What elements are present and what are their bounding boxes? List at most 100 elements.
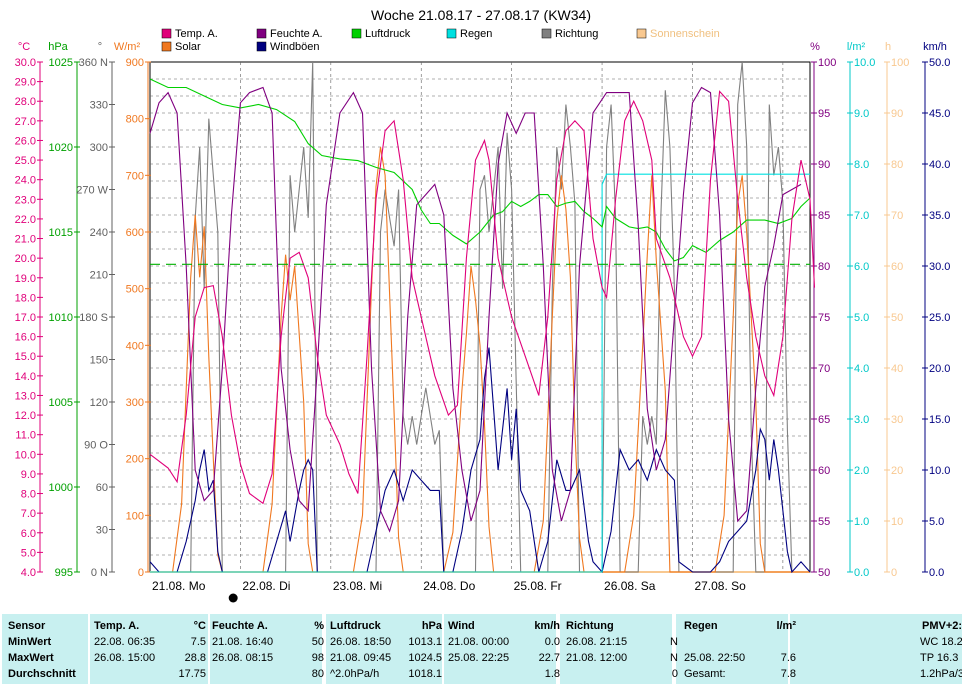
table-min-time-3: 26.08. 18:50 (330, 636, 392, 648)
sunshine-axis-tick-label: 10 (891, 516, 903, 528)
series-richtung (150, 61, 810, 573)
table-header-2: Feuchte A. (212, 620, 268, 632)
table-max-value-6: 7.6 (780, 652, 796, 664)
left-axis-unit-0: °C (18, 41, 30, 53)
legend-swatch-6 (541, 28, 552, 39)
humidity-axis-tick-label: 90 (818, 159, 830, 171)
table-cell-bg (326, 614, 442, 684)
table-header-3: Luftdruck (330, 620, 381, 632)
table-header-pmv: PMV+2: (922, 620, 962, 632)
wind-axis-tick-label: 30.0 (929, 261, 950, 273)
wind-axis-tick-label: 5.0 (929, 516, 944, 528)
temp-axis-tick-label: 25.0 (15, 155, 36, 167)
humidity-axis-tick-label: 95 (818, 108, 830, 120)
table-row-label: Durchschnitt (8, 668, 76, 680)
rain-axis-tick-label: 3.0 (854, 414, 869, 426)
temp-axis-tick-label: 5.0 (21, 547, 36, 559)
rain-axis-tick-label: 4.0 (854, 363, 869, 375)
table-min-time-1: 22.08. 06:35 (94, 636, 156, 648)
table-header-5: Richtung (566, 620, 614, 632)
temp-axis-tick-label: 23.0 (15, 194, 36, 206)
pressure-axis-tick-label: 995 (55, 567, 73, 579)
table-cell-bg (676, 614, 788, 684)
table-cell-bg (90, 614, 208, 684)
direction-axis-tick-label: 150 (90, 355, 108, 367)
table-pmv-value: WC 18.2 (920, 636, 962, 648)
temp-axis-tick-label: 17.0 (15, 312, 36, 324)
table-row-label: MaxWert (8, 652, 54, 664)
x-label-5: 26.08. Sa (604, 579, 656, 593)
moon-phase-icon (228, 593, 238, 603)
legend: Temp. A.Solar Feuchte A.Windböen Luftdruck… (161, 28, 720, 53)
rain-axis-tick-label: 10.0 (854, 57, 875, 69)
sunshine-axis-tick-label: 0 (891, 567, 897, 579)
series-lines (149, 61, 816, 574)
table-min-value-4: 0.0 (544, 636, 560, 648)
table-unit-1: °C (193, 620, 206, 632)
pressure-axis-tick-label: 1025 (49, 57, 73, 69)
table-avg-value-2: 80 (311, 668, 324, 680)
left-axis-unit-1: hPa (48, 41, 68, 53)
left-axes: 30.0 29.0 28.0 27.0 26.0 25.0 24.0 23.0 22.0 21.0… (15, 57, 151, 579)
table-min-time-5: 26.08. 21:15 (566, 636, 628, 648)
legend-swatch-5 (446, 28, 457, 39)
table-header-4: Wind (448, 620, 475, 632)
sunshine-axis-tick-label: 30 (891, 414, 903, 426)
x-label-1: 22.08. Di (242, 579, 290, 593)
sunshine-axis-tick-label: 80 (891, 159, 903, 171)
direction-axis-tick-label: 330 (90, 100, 108, 112)
wind-axis-tick-label: 10.0 (929, 465, 950, 477)
rain-axis-tick-label: 2.0 (854, 465, 869, 477)
humidity-axis-tick-label: 75 (818, 312, 830, 324)
legend-label-3: Windböen (270, 41, 320, 53)
direction-axis-tick-label: 60 (96, 482, 108, 494)
table-cell-bg (444, 614, 556, 684)
temp-axis-tick-label: 6.0 (21, 528, 36, 540)
legend-label-2: Feuchte A. (270, 28, 323, 40)
sunshine-axis-tick-label: 70 (891, 210, 903, 222)
table-max-time-1: 26.08. 15:00 (94, 652, 156, 664)
x-label-3: 24.08. Do (423, 579, 475, 593)
direction-axis-tick-label: 30 (96, 525, 108, 537)
legend-swatch-7 (636, 28, 647, 39)
solar-axis-tick-label: 400 (126, 340, 144, 352)
series-luftdruck (149, 78, 811, 262)
left-axis-unit-3: W/m² (114, 41, 141, 53)
legend-swatch-0 (161, 28, 172, 39)
solar-axis-tick-label: 900 (126, 57, 144, 69)
solar-axis-tick-label: 100 (126, 510, 144, 522)
wind-axis-tick-label: 45.0 (929, 108, 950, 120)
table-avg-value-5: 0 (671, 668, 678, 680)
legend-label-7: Sonnenschein (650, 28, 720, 40)
sunshine-axis-tick-label: 90 (891, 108, 903, 120)
right-axes: 1009590858075706560555010.09.08.07.06.05… (811, 57, 950, 579)
table-unit-6: l/m² (776, 620, 796, 632)
sunshine-axis-tick-label: 50 (891, 312, 903, 324)
sunshine-axis-tick-label: 100 (891, 57, 909, 69)
temp-axis-tick-label: 24.0 (15, 175, 36, 187)
temp-axis-tick-label: 14.0 (15, 371, 36, 383)
solar-axis-tick-label: 0 (138, 567, 144, 579)
table-cell-bg (560, 614, 672, 684)
solar-axis-tick-label: 200 (126, 454, 144, 466)
temp-axis-tick-label: 9.0 (21, 469, 36, 481)
series-regen (150, 173, 810, 573)
humidity-axis-tick-label: 60 (818, 465, 830, 477)
wind-axis-tick-label: 15.0 (929, 414, 950, 426)
temp-axis-tick-label: 15.0 (15, 351, 36, 363)
legend-label-5: Regen (460, 28, 492, 40)
series-temp-a- (149, 90, 816, 505)
humidity-axis-tick-label: 65 (818, 414, 830, 426)
table-max-time-4: 25.08. 22:25 (448, 652, 510, 664)
x-label-4: 25.08. Fr (514, 579, 562, 593)
temp-axis-tick-label: 12.0 (15, 410, 36, 422)
table-min-value-5: N (670, 636, 678, 648)
temp-axis-tick-label: 10.0 (15, 449, 36, 461)
temp-axis-tick-label: 8.0 (21, 489, 36, 501)
table-unit-3: hPa (421, 620, 442, 632)
temp-axis-tick-label: 11.0 (15, 430, 36, 442)
temp-axis-tick-label: 16.0 (15, 332, 36, 344)
solar-axis-tick-label: 300 (126, 397, 144, 409)
temp-axis-tick-label: 27.0 (15, 116, 36, 128)
pressure-axis-tick-label: 1020 (49, 142, 73, 154)
